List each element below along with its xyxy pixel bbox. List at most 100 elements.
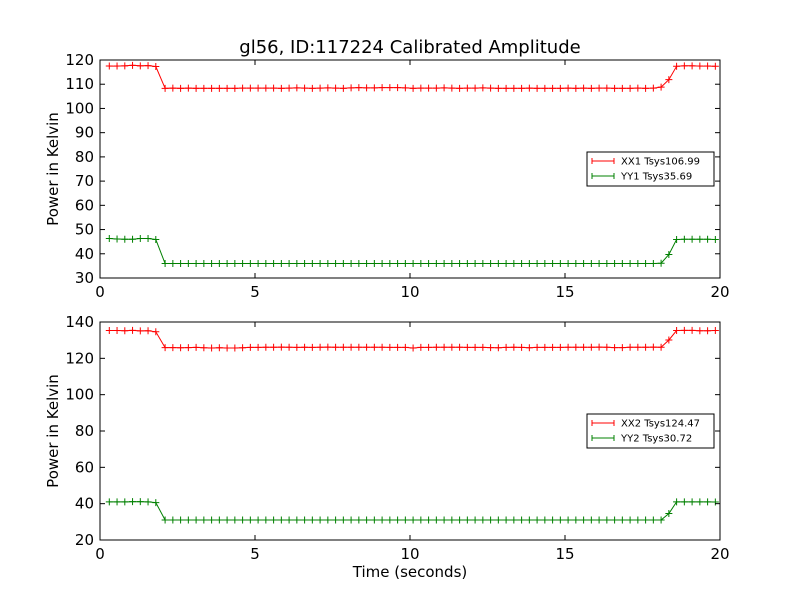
series-2	[105, 498, 719, 524]
data-point	[525, 259, 533, 267]
data-point	[355, 343, 363, 351]
data-point	[533, 84, 541, 92]
data-point	[370, 84, 378, 92]
data-point	[595, 259, 603, 267]
data-point	[144, 235, 152, 243]
data-point	[386, 516, 394, 524]
data-point	[696, 235, 704, 243]
data-point	[494, 516, 502, 524]
data-point	[626, 84, 634, 92]
chart-panel-1: 0 5 10 15 20 30 40 50 60 70 80 90 100 110 120 Power in …	[44, 51, 730, 301]
data-point	[355, 84, 363, 92]
data-point	[502, 516, 510, 524]
data-point	[169, 84, 177, 92]
data-point	[401, 343, 409, 351]
data-point	[394, 259, 402, 267]
data-point	[370, 516, 378, 524]
data-point	[370, 259, 378, 267]
data-point	[254, 343, 262, 351]
data-point	[121, 235, 129, 243]
legend: XX1 Tsys106.99 YY1 Tsys35.69	[586, 151, 715, 187]
data-point	[611, 84, 619, 92]
data-point	[549, 516, 557, 524]
data-point	[425, 84, 433, 92]
data-point	[113, 327, 121, 335]
data-point	[704, 498, 712, 506]
data-point	[518, 516, 526, 524]
data-point	[254, 259, 262, 267]
data-point	[136, 62, 144, 70]
data-point	[363, 84, 371, 92]
data-point	[152, 499, 160, 507]
data-point	[301, 516, 309, 524]
data-point	[479, 259, 487, 267]
data-point	[657, 259, 665, 267]
data-point	[657, 516, 665, 524]
data-point	[487, 516, 495, 524]
data-point	[456, 516, 464, 524]
data-point	[580, 343, 588, 351]
data-point	[626, 343, 634, 351]
data-point	[332, 84, 340, 92]
data-point	[657, 343, 665, 351]
y-tick-label: 140	[65, 313, 94, 331]
data-point	[401, 259, 409, 267]
data-point	[525, 516, 533, 524]
data-point	[378, 516, 386, 524]
data-point	[479, 343, 487, 351]
data-point	[208, 259, 216, 267]
data-point	[556, 259, 564, 267]
data-point	[184, 344, 192, 352]
data-point	[688, 235, 696, 243]
data-point	[277, 343, 285, 351]
data-point	[518, 343, 526, 351]
data-point	[231, 84, 239, 92]
data-point	[479, 84, 487, 92]
data-point	[347, 516, 355, 524]
data-point	[308, 84, 316, 92]
data-point	[136, 235, 144, 243]
y-tick-label: 30	[75, 269, 94, 287]
data-point	[704, 62, 712, 70]
series-1	[105, 326, 719, 352]
data-point	[409, 84, 417, 92]
data-point	[301, 343, 309, 351]
data-point	[332, 343, 340, 351]
data-point	[696, 498, 704, 506]
data-point	[332, 259, 340, 267]
data-point	[711, 327, 719, 335]
data-point	[471, 259, 479, 267]
data-point	[113, 235, 121, 243]
data-point	[587, 343, 595, 351]
data-point	[285, 259, 293, 267]
data-point	[463, 516, 471, 524]
data-point	[308, 259, 316, 267]
data-point	[177, 259, 185, 267]
data-point	[580, 84, 588, 92]
data-point	[347, 84, 355, 92]
data-point	[673, 235, 681, 243]
data-point	[184, 259, 192, 267]
data-point	[688, 498, 696, 506]
data-point	[324, 259, 332, 267]
data-point	[293, 516, 301, 524]
data-point	[642, 259, 650, 267]
data-point	[347, 259, 355, 267]
y-tick-label: 40	[75, 245, 94, 263]
data-point	[363, 516, 371, 524]
y-tick-label: 80	[75, 148, 94, 166]
data-point	[564, 343, 572, 351]
data-point	[401, 84, 409, 92]
data-point	[339, 259, 347, 267]
data-point	[440, 259, 448, 267]
y-tick-label: 110	[65, 75, 94, 93]
data-point	[642, 343, 650, 351]
data-point	[363, 343, 371, 351]
data-point	[293, 343, 301, 351]
data-point	[595, 516, 603, 524]
data-point	[239, 344, 247, 352]
data-point	[549, 84, 557, 92]
y-axis-label: Power in Kelvin	[44, 374, 62, 488]
data-point	[603, 259, 611, 267]
